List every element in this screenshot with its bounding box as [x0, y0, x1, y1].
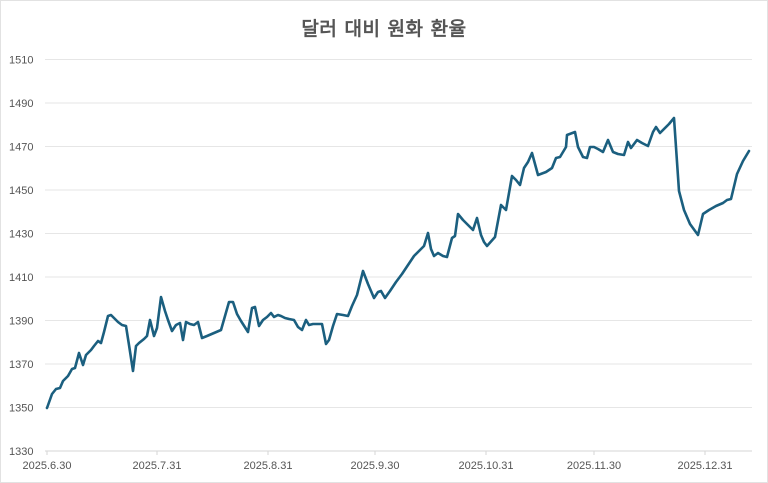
y-tick-label: 1490 — [9, 98, 33, 110]
x-tick-label: 2025.6.30 — [23, 460, 72, 472]
x-tick-label: 2025.10.31 — [458, 460, 513, 472]
y-tick-label: 1350 — [9, 403, 33, 415]
y-tick-label: 1510 — [9, 55, 33, 67]
y-tick-label: 1470 — [9, 142, 33, 154]
y-tick-label: 1390 — [9, 316, 33, 328]
y-axis-labels: 1330 1350 1370 1390 1410 1430 1450 1470 1490 1510 — [9, 55, 33, 459]
y-tick-label: 1370 — [9, 359, 33, 371]
chart-title: 달러 대비 원화 환율 — [301, 18, 467, 40]
exchange-rate-line — [45, 116, 751, 410]
x-tick-label: 2025.9.30 — [351, 460, 400, 472]
x-tick-label: 2025.11.30 — [567, 460, 621, 472]
y-tick-label: 1330 — [9, 446, 33, 458]
x-tick-label: 2025.12.31 — [677, 460, 732, 472]
gridlines — [45, 59, 752, 452]
y-tick-label: 1450 — [9, 185, 33, 197]
x-tick-label: 2025.7.31 — [133, 460, 182, 472]
x-axis: 2025.6.30 2025.7.31 2025.8.31 2025.9.30 2025… — [23, 451, 733, 472]
y-tick-label: 1410 — [9, 272, 33, 284]
y-tick-label: 1430 — [9, 229, 33, 241]
x-tick-label: 2025.8.31 — [244, 460, 293, 472]
